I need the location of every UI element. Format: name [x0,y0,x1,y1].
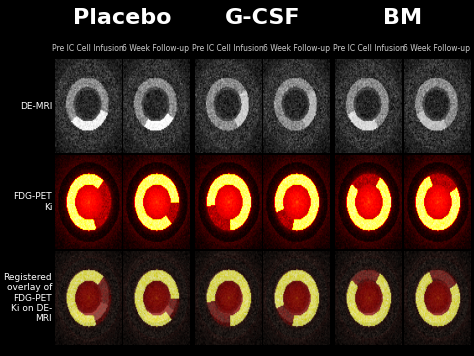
Text: G-CSF: G-CSF [225,7,300,28]
Text: Pre IC Cell Infusion: Pre IC Cell Infusion [52,44,124,53]
Text: Registered
overlay of
FDG-PET
Ki on DE-
MRI: Registered overlay of FDG-PET Ki on DE- … [3,273,52,323]
Text: DE-MRI: DE-MRI [20,101,52,110]
Text: Pre IC Cell Infusion: Pre IC Cell Infusion [333,44,405,53]
Text: BM: BM [383,7,422,28]
Text: 6 Week Follow-up: 6 Week Follow-up [403,44,470,53]
Text: Pre IC Cell Infusion: Pre IC Cell Infusion [192,44,264,53]
Text: 6 Week Follow-up: 6 Week Follow-up [122,44,190,53]
Text: Placebo: Placebo [73,7,171,28]
Text: 6 Week Follow-up: 6 Week Follow-up [263,44,330,53]
Text: FDG-PET
Ki: FDG-PET Ki [14,192,52,212]
